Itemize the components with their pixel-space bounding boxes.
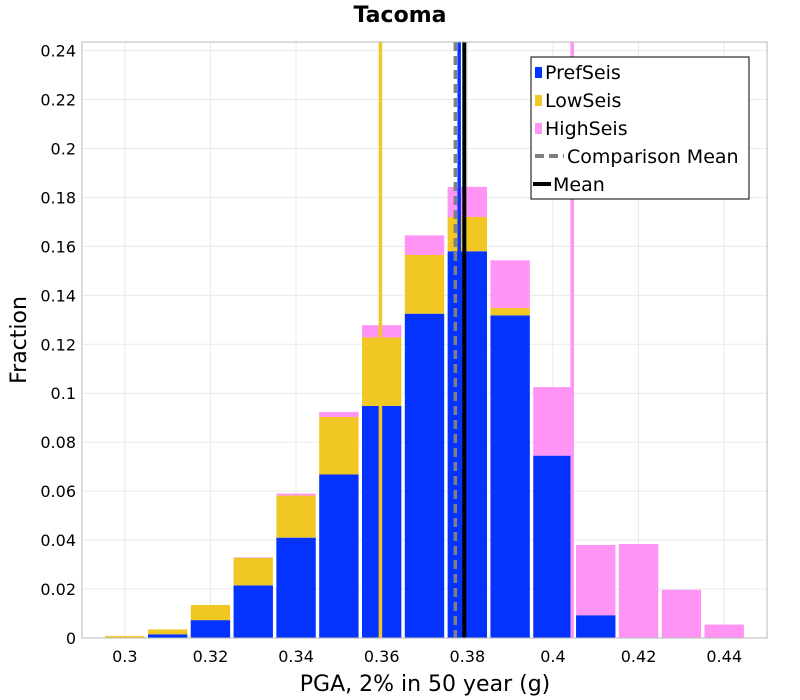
legend-swatch-highseis bbox=[535, 123, 542, 134]
x-tick-label: 0.38 bbox=[450, 647, 486, 666]
legend-swatch-lowseis bbox=[535, 95, 542, 106]
plot-frame bbox=[81, 41, 768, 639]
y-tick-label: 0.12 bbox=[40, 335, 76, 354]
legend-box bbox=[530, 56, 750, 200]
legend-label-highseis: HighSeis bbox=[545, 118, 628, 140]
bar-prefseis-0.37 bbox=[404, 313, 445, 638]
bar-lowseis-0.33 bbox=[233, 557, 273, 586]
legend-label-comparison-mean: Comparison Mean bbox=[567, 146, 739, 168]
bar-highseis-0.41 bbox=[576, 544, 616, 616]
bar-lowseis-0.30 bbox=[105, 636, 145, 638]
y-tick-label: 0.1 bbox=[51, 384, 76, 403]
bar-highseis-0.44 bbox=[704, 624, 744, 638]
y-tick-label: 0.08 bbox=[40, 433, 76, 452]
y-axis-title: Fraction bbox=[7, 296, 32, 384]
bar-highseis-0.38 bbox=[447, 186, 488, 218]
bar-prefseis-0.40 bbox=[533, 455, 573, 638]
y-tick-label: 0.14 bbox=[40, 286, 76, 305]
bar-lowseis-0.39 bbox=[490, 308, 530, 316]
x-tick-label: 0.32 bbox=[193, 647, 229, 666]
x-tick-label: 0.4 bbox=[540, 647, 565, 666]
bar-highseis-0.35 bbox=[319, 412, 359, 417]
bar-lowseis-0.35 bbox=[319, 416, 359, 475]
y-tick-label: 0.22 bbox=[40, 91, 76, 110]
y-tick-label: 0.16 bbox=[40, 237, 76, 256]
bar-prefseis-0.39 bbox=[490, 315, 530, 638]
y-tick-label: 0.04 bbox=[40, 531, 76, 550]
bar-prefseis-0.35 bbox=[319, 474, 359, 638]
x-tick-label: 0.42 bbox=[621, 647, 657, 666]
bar-prefseis-0.33 bbox=[233, 585, 273, 638]
x-tick-label: 0.36 bbox=[364, 647, 400, 666]
bar-prefseis-0.32 bbox=[190, 620, 231, 638]
x-tick-label: 0.34 bbox=[278, 647, 314, 666]
y-tick-label: 0.2 bbox=[51, 139, 76, 158]
bar-prefseis-0.41 bbox=[576, 615, 616, 638]
x-axis-title: PGA, 2% in 50 year (g) bbox=[300, 672, 551, 697]
legend: PrefSeis LowSeis HighSeis Comparison Mean Me… bbox=[530, 56, 750, 200]
legend-label-lowseis: LowSeis bbox=[545, 90, 621, 112]
bar-highseis-0.42 bbox=[618, 544, 659, 638]
bar-lowseis-0.34 bbox=[276, 495, 316, 538]
x-tick-label: 0.44 bbox=[706, 647, 742, 666]
y-tick-label: 0.02 bbox=[40, 580, 76, 599]
legend-label-mean: Mean bbox=[553, 174, 605, 196]
bar-highseis-0.40 bbox=[533, 387, 573, 456]
bar-highseis-0.39 bbox=[490, 260, 530, 309]
legend-label-prefseis: PrefSeis bbox=[545, 62, 621, 84]
y-tick-label: 0.18 bbox=[40, 188, 76, 207]
chart-title: Tacoma bbox=[354, 3, 447, 28]
x-tick-label: 0.3 bbox=[112, 647, 137, 666]
bar-lowseis-0.32 bbox=[190, 604, 231, 621]
bar-prefseis-0.38 bbox=[447, 251, 488, 638]
legend-swatch-prefseis bbox=[535, 67, 542, 78]
bar-prefseis-0.31 bbox=[147, 634, 188, 638]
bar-highseis-0.43 bbox=[661, 589, 702, 638]
y-tick-label: 0.06 bbox=[40, 482, 76, 501]
y-tick-label: 0 bbox=[66, 629, 76, 648]
bar-lowseis-0.31 bbox=[147, 629, 188, 635]
bar-highseis-0.34 bbox=[276, 493, 316, 496]
bar-highseis-0.37 bbox=[404, 235, 445, 255]
bar-prefseis-0.34 bbox=[276, 537, 316, 638]
y-tick-label: 0.24 bbox=[40, 42, 76, 61]
bar-lowseis-0.38 bbox=[447, 217, 488, 252]
bar-lowseis-0.37 bbox=[404, 254, 445, 314]
